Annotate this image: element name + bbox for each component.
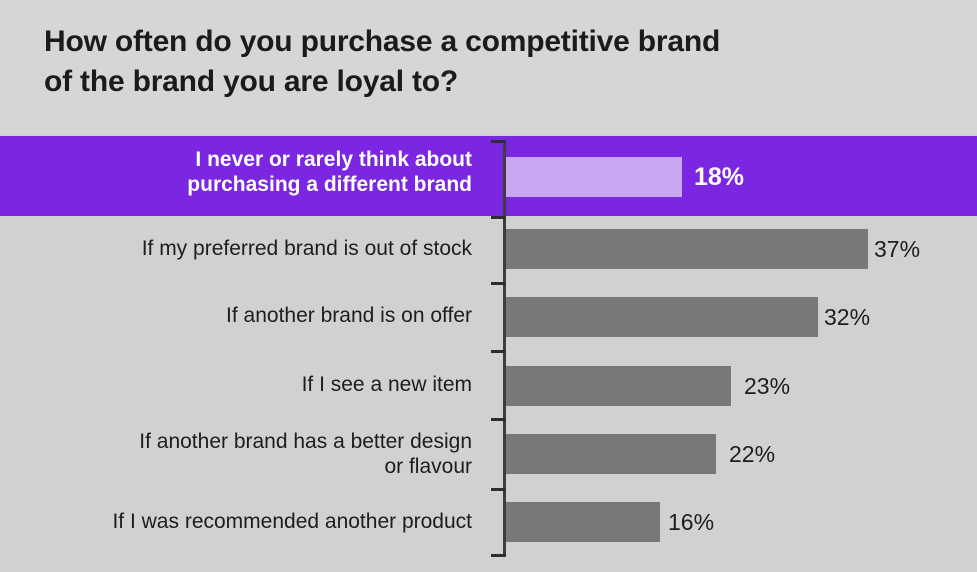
chart-row-highlighted: I never or rarely think about purchasing… xyxy=(0,136,977,216)
value-label: 32% xyxy=(824,304,871,330)
bar-segment xyxy=(505,157,682,197)
value-label: 23% xyxy=(744,373,791,399)
chart-row: If another brand has a better design or … xyxy=(0,420,977,490)
axis-tick xyxy=(491,216,506,219)
chart-row: If another brand is on offer 32% xyxy=(0,284,977,352)
bar-segment xyxy=(505,434,716,474)
page-title: How often do you purchase a competitive … xyxy=(44,25,721,98)
bar-segment xyxy=(505,366,731,406)
category-label: I never or rarely think about purchasing… xyxy=(187,148,472,196)
category-label: If another brand is on offer xyxy=(226,304,472,327)
axis-tick xyxy=(491,488,506,491)
bar-segment xyxy=(505,297,818,337)
category-label: If my preferred brand is out of stock xyxy=(141,237,472,260)
value-label: 22% xyxy=(729,441,776,467)
axis-tick xyxy=(491,554,506,557)
category-label: If I was recommended another product xyxy=(112,510,472,533)
category-label: If I see a new item xyxy=(301,373,472,396)
category-label: If another brand has a better design or … xyxy=(139,430,472,478)
axis-tick xyxy=(491,282,506,285)
value-label: 37% xyxy=(874,236,921,262)
title-block: How often do you purchase a competitive … xyxy=(44,22,934,102)
bar-chart: I never or rarely think about purchasing… xyxy=(0,134,977,572)
axis-tick xyxy=(491,418,506,421)
bar-segment xyxy=(505,229,868,269)
chart-row: If I see a new item 23% xyxy=(0,352,977,420)
axis-tick xyxy=(491,350,506,353)
bar-segment xyxy=(505,502,660,542)
chart-row: If I was recommended another product 16% xyxy=(0,490,977,556)
axis-tick xyxy=(491,140,506,143)
value-label: 16% xyxy=(668,509,715,535)
value-label: 18% xyxy=(694,163,745,191)
category-axis-line xyxy=(503,140,506,557)
chart-row: If my preferred brand is out of stock 37… xyxy=(0,218,977,284)
